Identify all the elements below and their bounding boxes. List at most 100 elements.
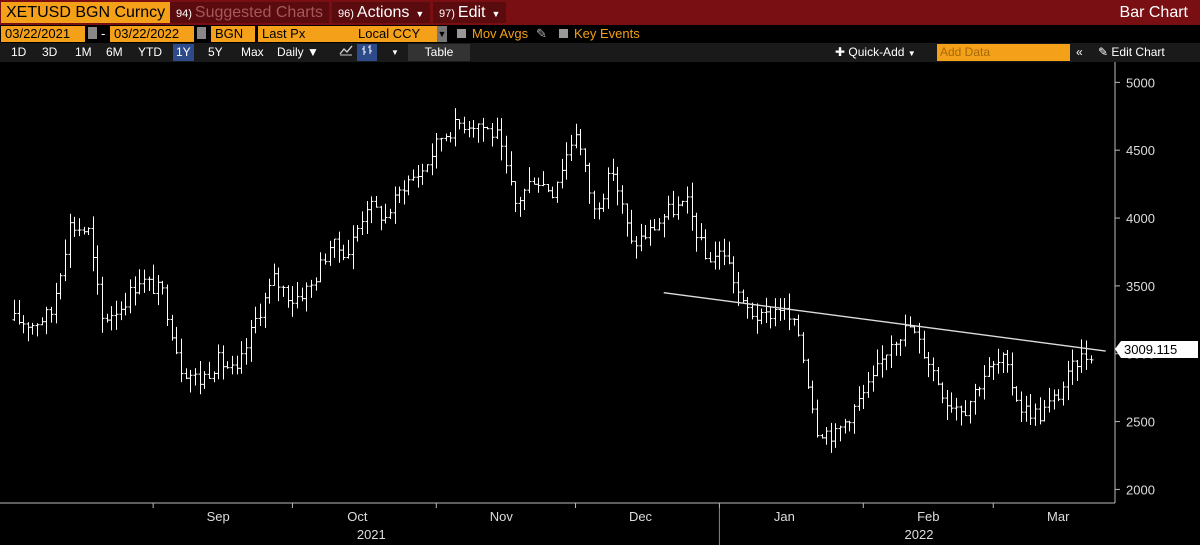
ohlc-bar	[63, 239, 68, 282]
mov-avgs-label[interactable]: Mov Avgs	[472, 26, 529, 41]
range-1m-button[interactable]: 1M	[75, 45, 92, 59]
ohlc-bar	[467, 121, 472, 138]
ohlc-bar	[1056, 389, 1061, 402]
pencil-icon[interactable]: ✎	[536, 26, 547, 41]
ohlc-bar	[332, 238, 337, 258]
ohlc-bar	[267, 278, 272, 304]
ohlc-bar	[86, 227, 91, 236]
ohlc-bar	[360, 211, 365, 236]
ohlc-bar	[917, 322, 922, 354]
mov-avgs-checkbox[interactable]	[457, 29, 466, 38]
price-field-select[interactable]: Last Px	[258, 26, 354, 42]
ohlc-bar	[643, 225, 648, 240]
ohlc-bar	[666, 195, 671, 220]
range-ytd-button[interactable]: YTD	[138, 45, 162, 59]
ohlc-bar	[346, 239, 351, 259]
edit-menu-button[interactable]: 97) Edit ▼	[433, 2, 507, 23]
ohlc-bar	[490, 123, 495, 147]
ohlc-bar	[564, 142, 569, 180]
ohlc-bar	[574, 123, 579, 149]
ohlc-bar	[852, 404, 857, 434]
ohlc-bar	[764, 297, 769, 324]
ohlc-bar	[541, 171, 546, 187]
ohlc-bar	[355, 225, 360, 242]
ohlc-bar	[880, 345, 885, 378]
ohlc-bar	[1070, 349, 1075, 385]
ohlc-bar	[833, 423, 838, 448]
price-chart[interactable]: 2000250030003500400045005000 SepOctNovDe…	[0, 62, 1200, 545]
actions-number: 96)	[338, 8, 354, 20]
bar-chart-icon[interactable]	[357, 44, 377, 61]
ohlc-bar	[239, 341, 244, 374]
ohlc-bar	[12, 299, 17, 321]
ohlc-bar	[648, 219, 653, 246]
ohlc-bar	[945, 390, 950, 421]
last-price-label: 3009.115	[1124, 342, 1177, 357]
key-events-label[interactable]: Key Events	[574, 26, 640, 41]
ohlc-bar	[903, 314, 908, 347]
source-field[interactable]: BGN	[211, 26, 255, 42]
ohlc-bar	[160, 280, 165, 295]
start-date-field[interactable]: 03/22/2021	[1, 26, 85, 42]
trendline[interactable]	[663, 291, 1106, 352]
ohlc-bar	[323, 253, 328, 265]
ohlc-bar	[1066, 360, 1071, 401]
ohlc-bar	[727, 241, 732, 265]
range-1d-button[interactable]: 1D	[11, 45, 27, 59]
calendar-icon[interactable]	[88, 27, 97, 39]
ohlc-bar	[963, 400, 968, 417]
range-5y-button[interactable]: 5Y	[208, 45, 223, 59]
ohlc-bar	[54, 282, 59, 324]
suggested-charts-button[interactable]: 94) Suggested Charts	[170, 2, 329, 23]
collapse-icon[interactable]: «	[1076, 45, 1083, 59]
key-events-checkbox[interactable]	[559, 29, 568, 38]
ohlc-bar	[337, 231, 342, 263]
ohlc-bar	[286, 285, 291, 308]
chevron-down-icon[interactable]: ▼	[437, 26, 447, 42]
ohlc-bar	[889, 335, 894, 368]
ohlc-bar	[838, 425, 843, 442]
range-6m-button[interactable]: 6M	[106, 45, 123, 59]
quick-add-button[interactable]: ✚ Quick-Add ▼	[835, 45, 916, 59]
line-chart-icon[interactable]	[336, 44, 356, 61]
ohlc-bar	[676, 196, 681, 220]
ohlc-bar	[212, 371, 217, 383]
ohlc-bar	[188, 369, 193, 393]
actions-menu-button[interactable]: 96) Actions ▼	[332, 2, 431, 23]
edit-chart-button[interactable]: ✎ Edit Chart	[1098, 45, 1165, 59]
ohlc-bar	[560, 158, 565, 189]
range-max-button[interactable]: Max	[241, 45, 264, 59]
ohlc-bar	[518, 196, 523, 217]
end-date-field[interactable]: 03/22/2022	[110, 26, 194, 42]
ohlc-bar	[114, 300, 119, 330]
add-data-input[interactable]: Add Data	[937, 44, 1070, 61]
currency-select[interactable]: Local CCY	[354, 26, 440, 42]
ohlc-bar	[485, 126, 490, 130]
range-3d-button[interactable]: 3D	[42, 45, 58, 59]
frequency-select[interactable]: Daily ▼	[277, 45, 319, 59]
ohlc-bar	[922, 330, 927, 359]
ohlc-bar	[439, 137, 444, 152]
ohlc-bar	[374, 195, 379, 208]
ohlc-bar	[871, 365, 876, 392]
ohlc-bar	[806, 358, 811, 389]
range-1y-button[interactable]: 1Y	[173, 44, 194, 61]
ohlc-bar	[699, 223, 704, 241]
ohlc-bar	[133, 276, 138, 306]
ticker-field[interactable]: XETUSD BGN Curncy	[1, 2, 171, 23]
ohlc-bar	[741, 289, 746, 303]
ohlc-bar	[1075, 360, 1080, 381]
ohlc-bar	[109, 306, 114, 331]
ohlc-bar	[341, 244, 346, 261]
ohlc-bar	[476, 123, 481, 143]
ohlc-bar	[142, 269, 147, 293]
ohlc-bar	[444, 133, 449, 142]
chevron-down-icon[interactable]: ▼	[391, 48, 399, 57]
ohlc-bar	[202, 371, 207, 389]
table-button[interactable]: Table	[408, 44, 470, 61]
ohlc-bar	[745, 296, 750, 319]
ohlc-bar	[583, 148, 588, 173]
ohlc-bar	[68, 213, 73, 268]
calendar-icon[interactable]	[197, 27, 206, 39]
ohlc-bar	[597, 202, 602, 220]
